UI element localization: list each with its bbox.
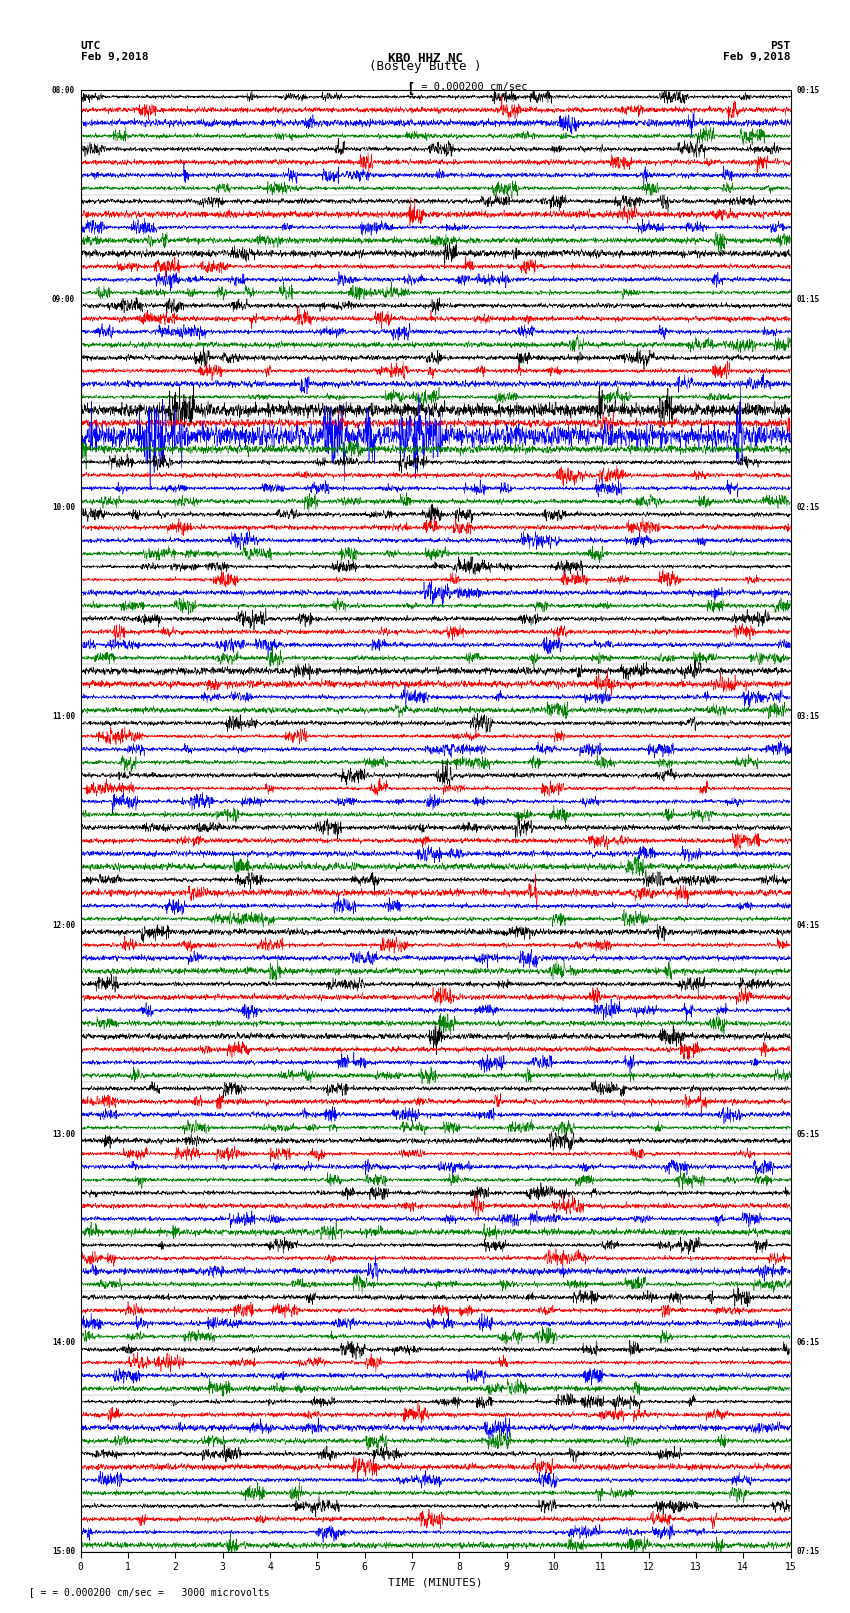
- Text: 04:15: 04:15: [796, 921, 819, 931]
- Text: [ = = 0.000200 cm/sec =   3000 microvolts: [ = = 0.000200 cm/sec = 3000 microvolts: [17, 1587, 269, 1597]
- Text: 00:15: 00:15: [796, 85, 819, 95]
- Text: (Bosley Butte ): (Bosley Butte ): [369, 60, 481, 73]
- Text: UTC: UTC: [81, 40, 101, 50]
- Text: 10:00: 10:00: [52, 503, 75, 513]
- Text: 11:00: 11:00: [52, 711, 75, 721]
- Text: Feb 9,2018: Feb 9,2018: [81, 52, 148, 63]
- Text: 07:15: 07:15: [796, 1547, 819, 1557]
- Text: 09:00: 09:00: [52, 295, 75, 303]
- Text: 02:15: 02:15: [796, 503, 819, 513]
- Text: 03:15: 03:15: [796, 711, 819, 721]
- Text: 06:15: 06:15: [796, 1339, 819, 1347]
- Text: 05:15: 05:15: [796, 1129, 819, 1139]
- Text: 12:00: 12:00: [52, 921, 75, 931]
- Text: 14:00: 14:00: [52, 1339, 75, 1347]
- Text: 15:00: 15:00: [52, 1547, 75, 1557]
- Text: 01:15: 01:15: [796, 295, 819, 303]
- Text: 08:00: 08:00: [52, 85, 75, 95]
- Text: Feb 9,2018: Feb 9,2018: [723, 52, 791, 63]
- X-axis label: TIME (MINUTES): TIME (MINUTES): [388, 1578, 483, 1587]
- Text: = 0.000200 cm/sec: = 0.000200 cm/sec: [415, 82, 527, 92]
- Text: [: [: [406, 82, 415, 97]
- Text: KBO HHZ NC: KBO HHZ NC: [388, 52, 462, 65]
- Text: PST: PST: [770, 40, 790, 50]
- Text: 13:00: 13:00: [52, 1129, 75, 1139]
